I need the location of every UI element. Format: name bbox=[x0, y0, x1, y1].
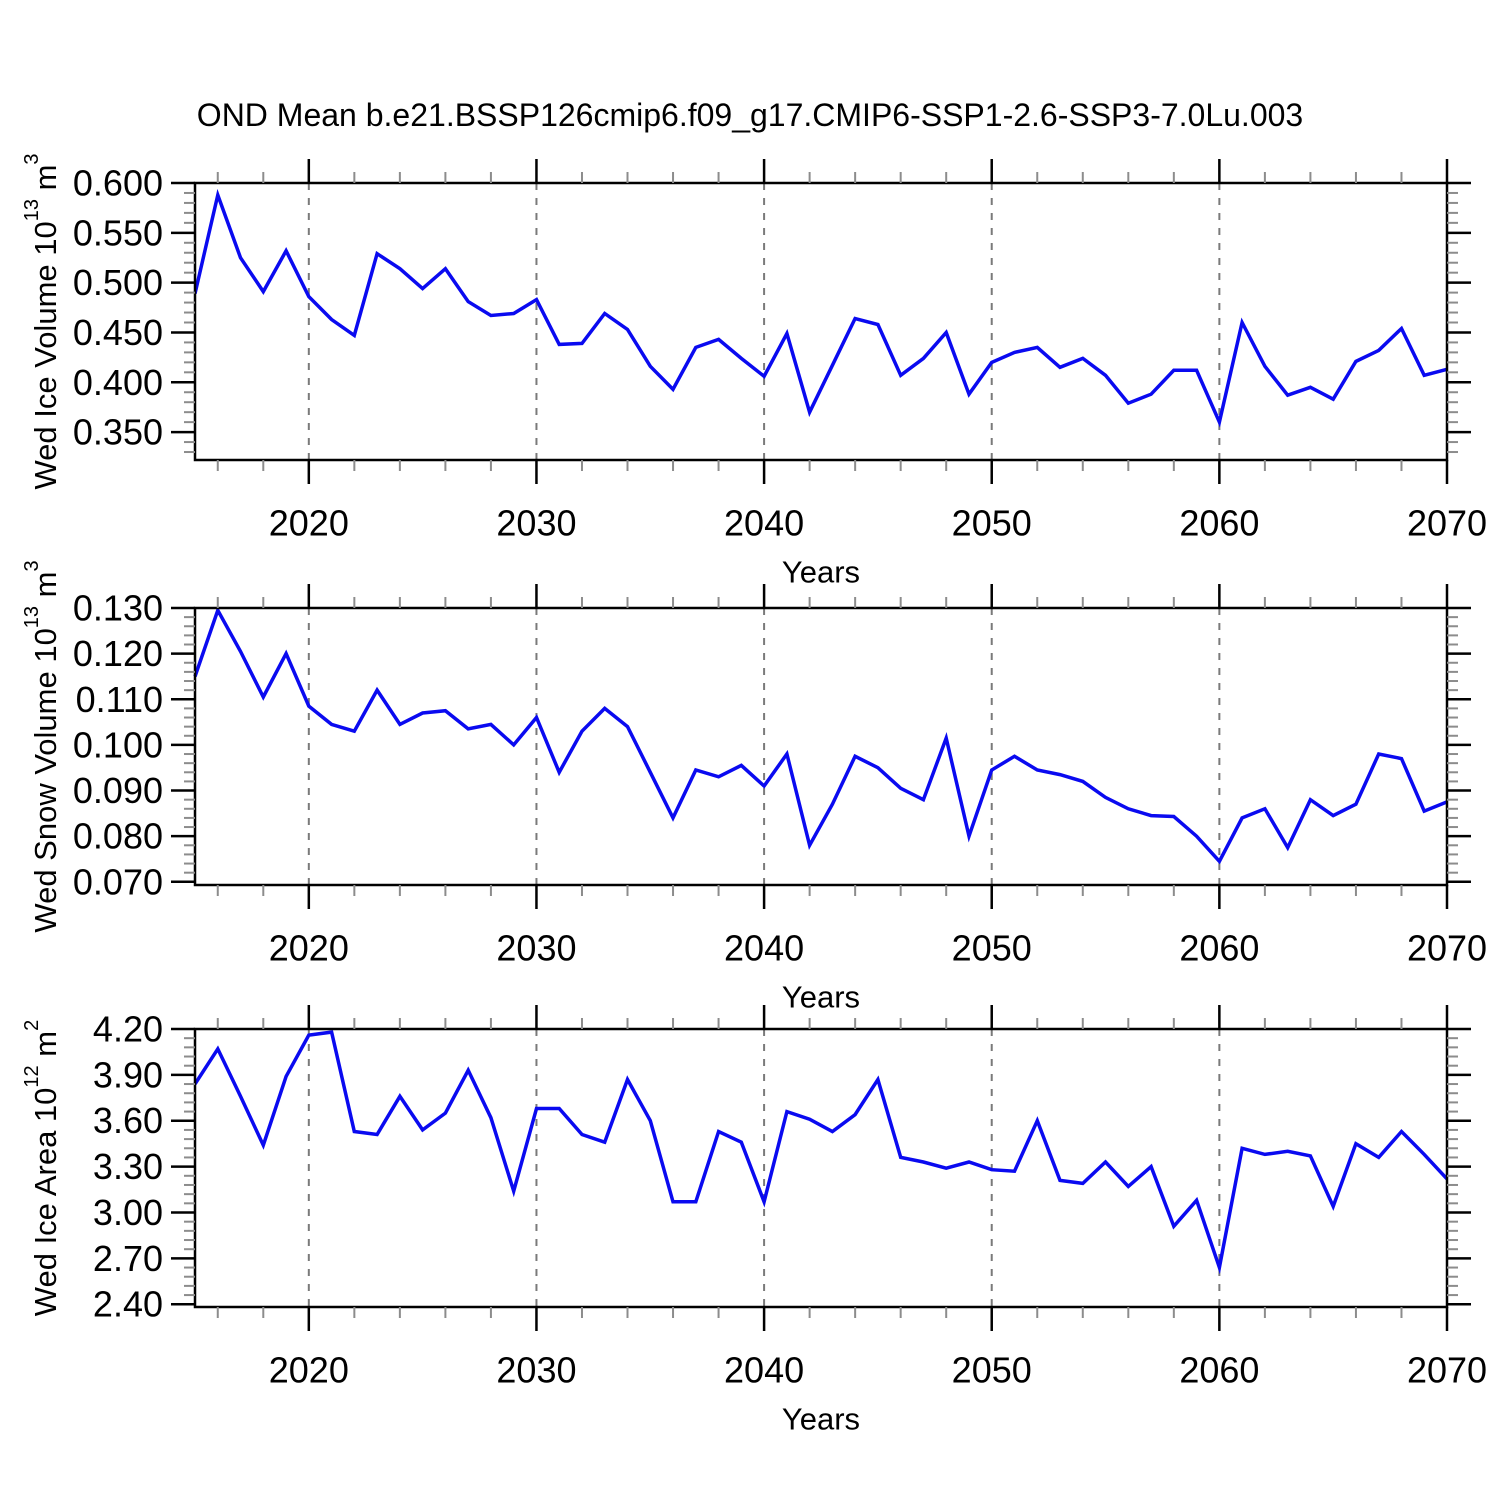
x-tick-label-2050: 2050 bbox=[952, 503, 1032, 544]
x-tick-label-2050: 2050 bbox=[952, 928, 1032, 969]
x-tick-label-2050: 2050 bbox=[952, 1350, 1032, 1391]
y-axis-label-wed-snow-volume: Wed Snow Volume 1013 m3 bbox=[21, 560, 63, 932]
y-tick-label-3.60: 3.60 bbox=[93, 1100, 163, 1141]
axis-ticks bbox=[171, 584, 1471, 909]
axis-ticks bbox=[171, 159, 1471, 484]
y-tick-label-0.350: 0.350 bbox=[73, 412, 163, 453]
y-tick-label-0.120: 0.120 bbox=[73, 633, 163, 674]
y-tick-label-0.600: 0.600 bbox=[73, 163, 163, 204]
y-tick-label-0.130: 0.130 bbox=[73, 588, 163, 629]
x-tick-label-2060: 2060 bbox=[1179, 1350, 1259, 1391]
x-tick-label-2070: 2070 bbox=[1407, 928, 1487, 969]
x-axis-label: Years bbox=[782, 980, 860, 1015]
x-tick-label-2070: 2070 bbox=[1407, 1350, 1487, 1391]
data-line-wed-ice-area bbox=[193, 1030, 1449, 1275]
y-tick-label-3.30: 3.30 bbox=[93, 1146, 163, 1187]
data-line-wed-snow-volume bbox=[193, 606, 1448, 865]
x-axis-label: Years bbox=[782, 1402, 860, 1437]
x-tick-label-2020: 2020 bbox=[269, 928, 349, 969]
x-tick-label-2020: 2020 bbox=[269, 503, 349, 544]
y-tick-label-3.00: 3.00 bbox=[93, 1192, 163, 1233]
panel-wed-ice-area: 2020 2030 2040 2050 2060 2070 2.40 2.70 3.00 3.30… bbox=[21, 1005, 1487, 1437]
y-tick-label-0.080: 0.080 bbox=[73, 816, 163, 857]
panel-wed-ice-volume: 2020 2030 2040 2050 2060 2070 0.350 0.400 0.450 0… bbox=[21, 153, 1487, 589]
y-tick-label-0.400: 0.400 bbox=[73, 362, 163, 403]
plot-frame bbox=[193, 606, 1449, 887]
x-tick-label-2020: 2020 bbox=[269, 1350, 349, 1391]
y-tick-label-0.070: 0.070 bbox=[73, 861, 163, 902]
y-tick-label-2.40: 2.40 bbox=[93, 1284, 163, 1325]
plot-frame bbox=[193, 181, 1449, 462]
y-tick-label-0.500: 0.500 bbox=[73, 262, 163, 303]
x-tick-label-2040: 2040 bbox=[724, 928, 804, 969]
axis-ticks bbox=[171, 1005, 1471, 1331]
data-line-wed-ice-volume bbox=[193, 188, 1448, 428]
y-axis-label-wed-ice-area: Wed Ice Area 1012 m2 bbox=[21, 1020, 63, 1316]
x-tick-label-2070: 2070 bbox=[1407, 503, 1487, 544]
y-tick-label-0.100: 0.100 bbox=[73, 724, 163, 765]
y-tick-label-3.90: 3.90 bbox=[93, 1054, 163, 1095]
y-tick-label-0.110: 0.110 bbox=[76, 679, 163, 720]
x-axis-label: Years bbox=[782, 555, 860, 590]
page-title: OND Mean b.e21.BSSP126cmip6.f09_g17.CMIP… bbox=[196, 97, 1304, 133]
y-axis-label-wed-ice-volume: Wed Ice Volume 1013 m3 bbox=[21, 153, 63, 489]
x-tick-label-2060: 2060 bbox=[1179, 503, 1259, 544]
y-tick-label-2.70: 2.70 bbox=[93, 1238, 163, 1279]
y-tick-label-0.090: 0.090 bbox=[73, 770, 163, 811]
y-tick-label-0.550: 0.550 bbox=[73, 212, 163, 253]
y-tick-label-4.20: 4.20 bbox=[93, 1009, 163, 1050]
x-tick-label-2030: 2030 bbox=[496, 503, 576, 544]
x-tick-label-2040: 2040 bbox=[724, 1350, 804, 1391]
x-tick-label-2030: 2030 bbox=[496, 1350, 576, 1391]
plot-frame bbox=[193, 1027, 1449, 1309]
x-tick-label-2030: 2030 bbox=[496, 928, 576, 969]
x-tick-label-2040: 2040 bbox=[724, 503, 804, 544]
y-tick-label-0.450: 0.450 bbox=[73, 312, 163, 353]
x-tick-label-2060: 2060 bbox=[1179, 928, 1259, 969]
